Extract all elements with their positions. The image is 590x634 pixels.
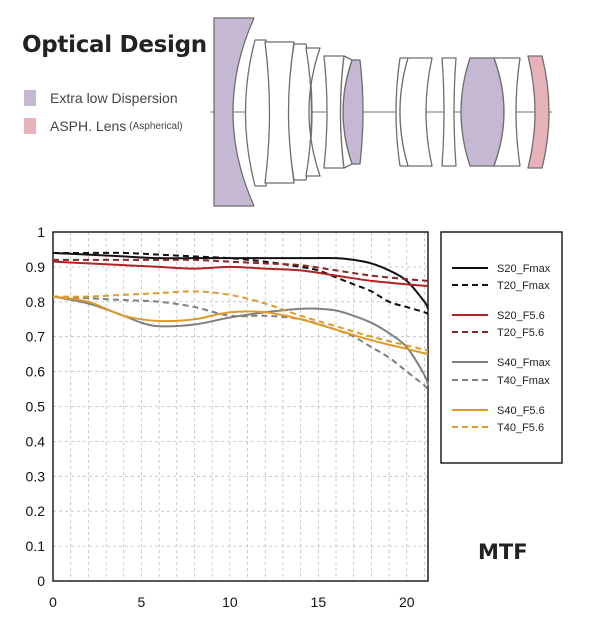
series-line-T40_Fmax [52, 295, 429, 392]
legend-label: S20_Fmax [497, 263, 551, 275]
key-ed-label: Extra low Dispersion [50, 90, 178, 106]
y-tick-label: 0.6 [26, 364, 46, 380]
y-tick-label: 1 [37, 224, 45, 240]
legend-label: S40_Fmax [497, 357, 551, 369]
series-line-S20_Fmax [52, 251, 429, 310]
y-tick-label: 0.7 [26, 329, 46, 345]
series-line-T40_F5.6 [52, 290, 429, 352]
page-title: Optical Design [22, 32, 207, 58]
lens-10 [441, 57, 457, 167]
y-tick-label: 0.5 [26, 399, 46, 415]
y-tick-label: 0.9 [26, 259, 46, 275]
series-line-S20_F5.6 [52, 260, 429, 288]
key-asph-label: ASPH. Lens [50, 118, 127, 134]
legend-label: S40_F5.6 [497, 405, 545, 417]
lens-diagram [210, 17, 552, 207]
key-asph: ASPH. Lens (Aspherical) [24, 118, 183, 134]
mtf-label: MTF [478, 540, 528, 564]
series-line-T20_Fmax [53, 251, 429, 315]
series-line-T20_F5.6 [53, 258, 429, 282]
lens-12 [493, 57, 521, 167]
plot-frame [52, 231, 429, 582]
y-tick-label: 0.1 [26, 538, 46, 554]
series-line-S40_Fmax [52, 295, 429, 386]
y-tick-label: 0.4 [26, 433, 46, 449]
series-line-S40_F5.6 [52, 295, 429, 356]
x-tick-label: 10 [222, 594, 238, 610]
x-tick-label: 20 [399, 594, 415, 610]
y-tick-label: 0.3 [26, 468, 46, 484]
legend-label: T20_F5.6 [497, 327, 544, 339]
legend-label: T40_Fmax [497, 375, 550, 387]
key-asph-sublabel: (Aspherical) [129, 120, 183, 132]
asph-swatch [24, 118, 36, 134]
lens-5 [305, 47, 321, 177]
legend-box [440, 231, 563, 464]
y-tick-label: 0.2 [26, 503, 46, 519]
y-tick-label: 0.8 [26, 294, 46, 310]
legend-label: T40_F5.6 [497, 422, 544, 434]
legend-label: S20_F5.6 [497, 310, 545, 322]
x-tick-label: 0 [49, 594, 57, 610]
x-tick-label: 5 [138, 594, 146, 610]
lens-1-ed [213, 17, 255, 207]
y-tick-label: 0 [37, 573, 45, 589]
legend-label: T20_Fmax [497, 280, 550, 292]
x-tick-label: 15 [311, 594, 327, 610]
lens-7b [339, 55, 353, 169]
lens-9 [399, 57, 433, 167]
ed-swatch [24, 90, 36, 106]
key-ed: Extra low Dispersion [24, 90, 178, 106]
lens-13-asph [527, 55, 550, 169]
